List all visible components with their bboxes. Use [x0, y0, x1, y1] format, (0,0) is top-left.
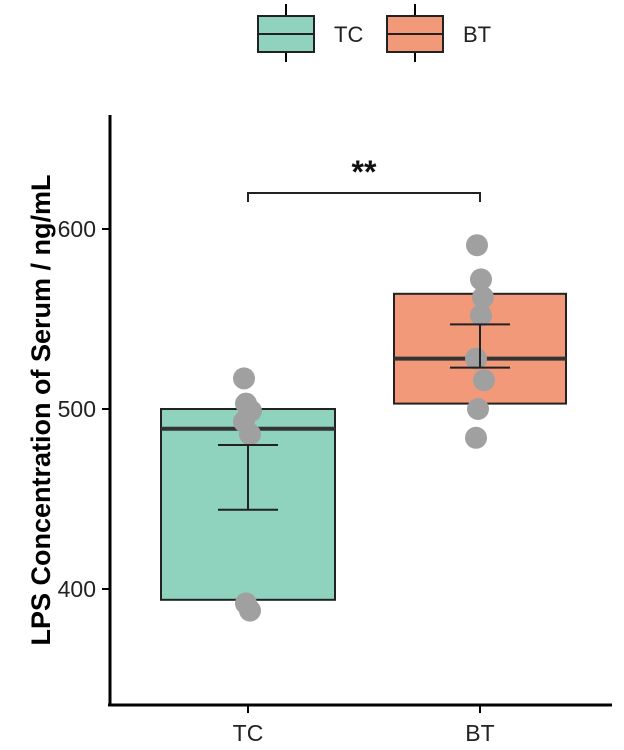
data-point-bt	[472, 286, 494, 309]
legend-item-tc: TC	[257, 4, 363, 62]
data-point-bt	[470, 304, 492, 327]
significance-bracket-line	[247, 192, 481, 202]
data-point-bt	[467, 398, 489, 420]
data-point-bt	[473, 369, 495, 392]
x-tick-label: TC	[233, 720, 264, 746]
data-point-tc	[233, 367, 255, 390]
data-point-tc	[239, 599, 261, 622]
legend: TC BT	[257, 4, 491, 62]
significance-label: **	[352, 154, 377, 190]
legend-tc-label: TC	[334, 22, 363, 47]
legend-bt-label: BT	[463, 22, 491, 47]
data-point-bt	[470, 268, 492, 291]
data-point-bt	[465, 426, 487, 449]
x-axis-ticks: TC BT	[233, 705, 495, 746]
y-tick-label: 400	[58, 576, 96, 602]
box-series	[160, 292, 567, 601]
data-points	[233, 234, 495, 622]
y-axis-ticks: 400 500 600	[58, 216, 110, 602]
legend-item-bt: BT	[386, 4, 491, 62]
significance-bracket: **	[247, 154, 481, 202]
y-tick-label: 600	[58, 216, 96, 242]
data-point-bt	[465, 347, 487, 370]
data-point-bt	[466, 234, 488, 257]
error-bars	[218, 323, 510, 511]
x-tick-label: BT	[465, 720, 494, 746]
y-axis-title: LPS Concentration of Serum / ng/mL	[26, 174, 56, 645]
y-tick-label: 500	[58, 396, 96, 422]
data-point-tc	[239, 423, 261, 446]
